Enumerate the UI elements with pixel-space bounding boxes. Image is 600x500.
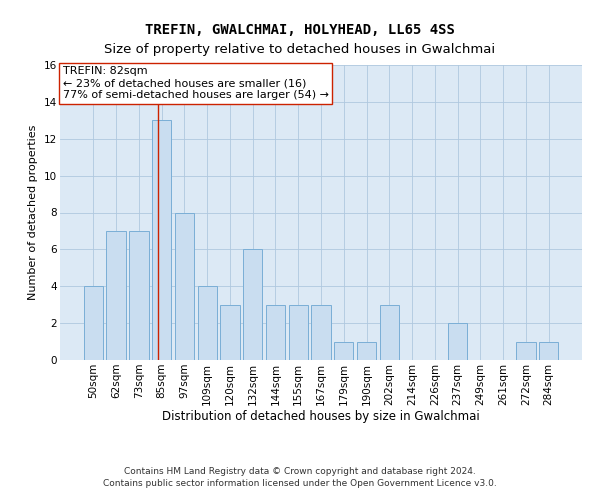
Text: Size of property relative to detached houses in Gwalchmai: Size of property relative to detached ho… — [104, 42, 496, 56]
Bar — [266, 304, 285, 360]
Bar — [84, 286, 103, 360]
Text: TREFIN, GWALCHMAI, HOLYHEAD, LL65 4SS: TREFIN, GWALCHMAI, HOLYHEAD, LL65 4SS — [145, 22, 455, 36]
Bar — [243, 250, 262, 360]
Bar — [220, 304, 239, 360]
Bar — [289, 304, 308, 360]
X-axis label: Distribution of detached houses by size in Gwalchmai: Distribution of detached houses by size … — [162, 410, 480, 424]
Bar — [539, 342, 558, 360]
Bar — [380, 304, 399, 360]
Bar — [311, 304, 331, 360]
Bar — [516, 342, 536, 360]
Bar — [152, 120, 172, 360]
Bar — [448, 323, 467, 360]
Bar — [129, 231, 149, 360]
Y-axis label: Number of detached properties: Number of detached properties — [28, 125, 38, 300]
Text: TREFIN: 82sqm
← 23% of detached houses are smaller (16)
77% of semi-detached hou: TREFIN: 82sqm ← 23% of detached houses a… — [62, 66, 329, 100]
Bar — [334, 342, 353, 360]
Bar — [175, 212, 194, 360]
Bar — [357, 342, 376, 360]
Bar — [106, 231, 126, 360]
Bar — [197, 286, 217, 360]
Text: Contains HM Land Registry data © Crown copyright and database right 2024.
Contai: Contains HM Land Registry data © Crown c… — [103, 466, 497, 487]
